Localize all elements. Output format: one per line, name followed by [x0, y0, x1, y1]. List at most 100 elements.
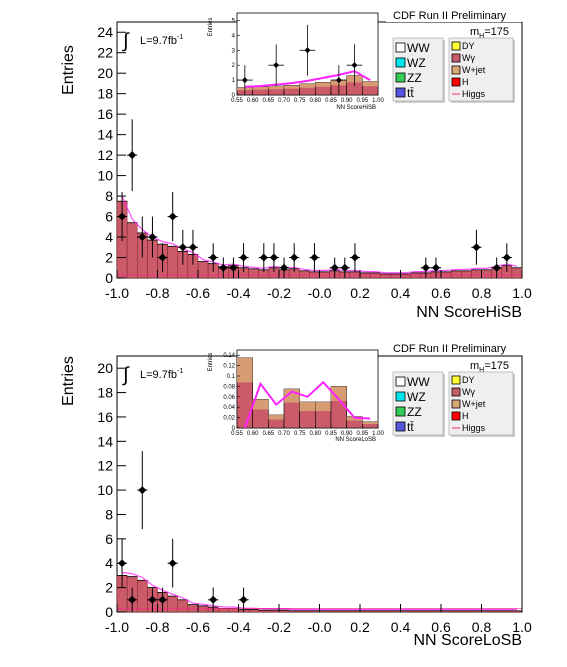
legend-left: WW WZ ZZ tt̄: [392, 37, 445, 103]
inset-content: 0 0.02 0.04 0.06 0.08 0.1 0.12 0.14 0.55 0.60 0.65…: [223, 353, 384, 437]
inset-y-tick-label: 0.12: [223, 364, 235, 370]
y-tick-label: 2: [105, 250, 113, 266]
data-point: [421, 263, 430, 272]
data-point: [178, 243, 187, 252]
stack-bar: [177, 599, 189, 613]
x-tick-label: 0.6: [431, 285, 451, 301]
inset-content: 0 1 2 3 4 5 0.55 0.60 0.65 0.70 0.75 0.80 0.85 0.90 0.…: [231, 18, 384, 104]
y-tick-label: 14: [97, 433, 113, 449]
data-point: [158, 253, 167, 262]
y-tick-label: 16: [97, 106, 113, 122]
stack-bar: [471, 269, 482, 279]
legend-label-higgs: Higgs: [462, 89, 486, 99]
data-point: [502, 253, 511, 262]
data-point: [209, 253, 218, 262]
inset-stack-layer: [284, 85, 300, 89]
x-tick-label: 0.6: [431, 619, 451, 635]
legend-swatch-wjet: [451, 65, 461, 75]
x-tick-label: -0.2: [267, 285, 291, 301]
stack-bar: [167, 595, 178, 613]
x-tick-label: -0.8: [145, 285, 169, 301]
data-point: [158, 595, 167, 604]
inset-plot: 0 0.02 0.04 0.06 0.08 0.1 0.12 0.14 0.55 0.60 0.65…: [208, 349, 384, 443]
inset-stack-layer: [299, 402, 316, 412]
data-point: [128, 151, 137, 160]
x-tick-label: 0.2: [350, 619, 370, 635]
inset-x-tick-label: 0.55: [231, 431, 243, 437]
mass-label: mH=175: [470, 26, 509, 40]
legend-swatch-dy: [451, 41, 461, 51]
y-tick-label: 6: [105, 209, 113, 225]
inset-x-tick-label: 0.85: [325, 98, 337, 104]
legend-label-wz: WZ: [407, 390, 426, 404]
legend-swatch-ww: [395, 376, 406, 387]
data-point: [280, 263, 289, 272]
inset-y-tick-label: 0.06: [223, 395, 235, 401]
stack-bar: [461, 270, 472, 279]
data-point: [350, 253, 359, 262]
inset-x-tick-label: 0.70: [278, 431, 290, 437]
stack-bar: [380, 273, 391, 279]
legend-swatch-h: [451, 77, 461, 87]
inset-x-tick-label: 0.65: [262, 431, 274, 437]
y-tick-label: 24: [97, 24, 113, 40]
y-tick-label: 16: [97, 409, 113, 425]
stack-bar: [481, 269, 492, 279]
legend-swatch-h: [451, 411, 461, 421]
stack-bar: [400, 273, 411, 279]
legend-label-tt: tt̄: [407, 86, 414, 100]
x-tick-label: -0.8: [145, 619, 169, 635]
y-tick-label: 14: [97, 127, 113, 143]
luminosity-label: L=9.7fb-1: [140, 34, 183, 47]
stack-bar: [228, 608, 239, 613]
legend-swatch-tt: [395, 87, 406, 98]
y-axis-label: Entries: [60, 356, 77, 406]
data-point: [148, 595, 157, 604]
inset-y-tick-label: 0.14: [223, 353, 235, 359]
stack-bar: [197, 261, 209, 279]
legend-swatch-wz: [395, 391, 406, 402]
legend-label-ww: WW: [407, 41, 430, 55]
y-tick-label: 18: [97, 385, 113, 401]
luminosity-label: L=9.7fb-1: [140, 368, 183, 381]
legend-label-dy: DY: [462, 375, 475, 385]
inset-x-tick-label: 0.60: [247, 431, 259, 437]
legend-label-wg: Wγ: [462, 387, 475, 397]
inset-stack-layer: [299, 83, 316, 88]
y-tick-label: 8: [105, 506, 113, 522]
stack-bar: [299, 270, 310, 279]
inset-x-tick-label: 0.75: [294, 431, 306, 437]
x-tick-label: 0.4: [391, 285, 411, 301]
legend-label-tt: tt̄: [407, 420, 414, 434]
y-tick-label: 2: [105, 580, 113, 596]
panel-losb: 0 2 4 6 8 10 12 14 16 18 20 -1.0 -0.8 -0.6 -0.4 -0.2 -0…: [60, 342, 532, 649]
legend-label-dy: DY: [462, 41, 475, 51]
inset-data-point: [273, 62, 280, 69]
y-tick-label: 6: [105, 531, 113, 547]
y-tick-label: 10: [97, 168, 113, 184]
y-tick-label: 20: [97, 360, 113, 376]
inset-x-tick-label: 0.90: [341, 98, 353, 104]
x-tick-label: 0.8: [472, 619, 492, 635]
inset-higgs-line: [243, 380, 371, 429]
inset-stack-layer: [315, 402, 331, 412]
x-tick-label: -0.6: [186, 285, 210, 301]
data-point: [239, 253, 248, 262]
y-tick-label: 18: [97, 86, 113, 102]
x-tick-label: -0.0: [307, 619, 331, 635]
inset-data-point: [304, 47, 311, 54]
inset-x-tick-label: 0.55: [231, 98, 243, 104]
stack-bar: [167, 246, 178, 279]
inset-y-tick-label: 1: [232, 78, 236, 84]
y-axis-label: Entries: [60, 45, 77, 95]
inset-y-tick-label: 0: [232, 93, 236, 99]
inset-x-tick-label: 0.60: [247, 98, 259, 104]
y-tick-label: 10: [97, 482, 113, 498]
data-point: [431, 263, 440, 272]
inset-y-tick-label: 2: [232, 63, 236, 69]
inset-x-tick-label: 1.00: [372, 98, 384, 104]
legend-swatch-wg: [451, 53, 461, 63]
header-text: CDF Run II Preliminary: [393, 10, 507, 22]
stack-bars: [116, 196, 523, 279]
